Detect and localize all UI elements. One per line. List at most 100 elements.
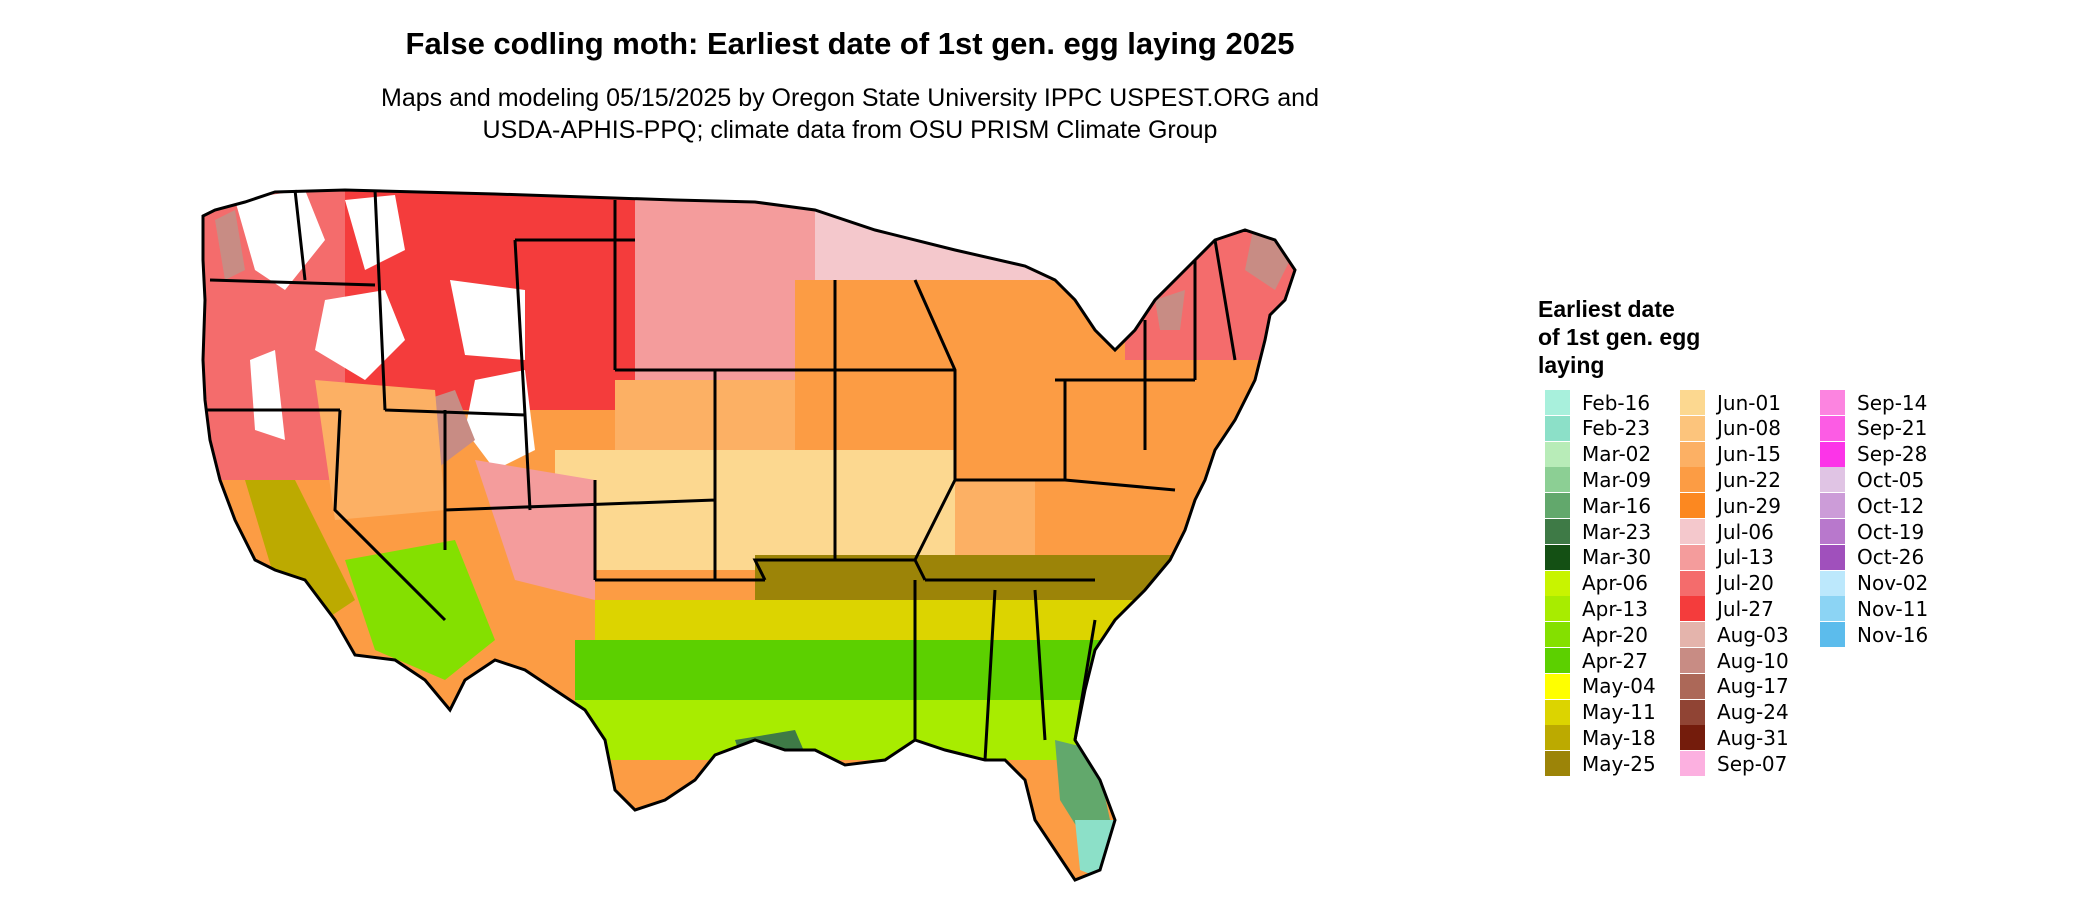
legend-item: Mar-23 [1545,519,1651,544]
legend-swatch [1680,725,1705,751]
legend-item: Jun-29 [1680,493,1781,519]
legend-swatch [1820,441,1845,467]
legend-swatch [1680,493,1705,519]
map-zone-west-texas [475,460,595,600]
legend-item: Oct-19 [1820,519,1924,544]
legend-swatch [1545,519,1570,544]
legend-item: Oct-05 [1820,467,1925,493]
legend-label: Jun-22 [1717,467,1781,492]
legend-item: Feb-23 [1545,415,1651,441]
legend-item: Jun-01 [1680,390,1781,415]
legend-label: Sep-28 [1857,442,1928,467]
legend-swatch [1545,596,1570,622]
legend-swatch [1545,725,1570,751]
legend-swatch [1545,544,1570,570]
legend-swatch [1680,441,1705,467]
legend-label: Aug-03 [1717,622,1789,647]
legend-swatch [1820,570,1845,596]
legend-swatch [1820,622,1845,648]
legend-label: Jul-06 [1717,519,1774,544]
legend-swatch [1680,648,1705,673]
legend-item: Aug-31 [1680,725,1789,751]
legend-item: Nov-02 [1820,570,1928,596]
legend-item: Mar-30 [1545,544,1652,570]
map-zone-no-development [235,190,535,470]
legend-swatch [1545,699,1570,725]
legend-label: Nov-11 [1857,596,1929,621]
legend-item: May-25 [1545,751,1656,777]
legend-swatch [1680,596,1705,622]
legend-swatch [1680,751,1705,777]
legend-item: Jul-27 [1680,596,1774,622]
legend-label: Oct-26 [1857,545,1925,570]
legend-label: Sep-14 [1857,390,1928,415]
legend-swatch [1680,415,1705,441]
legend-title-line-1: Earliest date [1538,296,1675,322]
legend-label: Jun-15 [1717,442,1781,467]
map-title: False codling moth: Earliest date of 1st… [405,26,1295,61]
legend-label: Oct-19 [1857,519,1925,544]
legend-item: Jun-22 [1680,467,1781,493]
legend-item: Jul-20 [1680,570,1774,596]
legend-item: Apr-06 [1545,570,1648,596]
legend-item: Mar-16 [1545,493,1652,519]
legend-swatch [1545,622,1570,648]
legend-swatch [1820,519,1845,544]
legend-label: Oct-12 [1857,493,1925,518]
legend-label: Apr-27 [1582,648,1648,673]
legend-label: May-18 [1582,725,1656,750]
legend-swatch [1680,622,1705,648]
legend-item: Sep-07 [1680,751,1787,777]
legend-swatch [1820,415,1845,441]
map-subtitle-line-2: USDA-APHIS-PPQ; climate data from OSU PR… [482,116,1218,144]
legend-item: Aug-10 [1680,648,1789,673]
legend-label: Jul-13 [1717,545,1774,570]
legend-label: May-11 [1582,700,1656,725]
legend-item: Mar-09 [1545,467,1652,493]
legend-item: Jun-08 [1680,415,1781,441]
map-subtitle-line-1: Maps and modeling 05/15/2025 by Oregon S… [381,84,1319,112]
legend-label: Jul-27 [1717,596,1774,621]
legend-swatch [1820,544,1845,570]
legend-label: Aug-31 [1717,725,1789,750]
legend-swatch [1820,493,1845,519]
legend-label: Apr-13 [1582,596,1648,621]
legend-label: Aug-10 [1717,648,1789,673]
legend-item: May-18 [1545,725,1656,751]
legend-label: Oct-05 [1857,467,1925,492]
legend-item: Apr-20 [1545,622,1648,648]
legend-label: Aug-24 [1717,700,1789,725]
legend-item: Jul-13 [1680,544,1774,570]
legend-swatch [1545,570,1570,596]
legend-label: Apr-20 [1582,622,1648,647]
legend-label: Aug-17 [1717,674,1789,699]
legend-item: Sep-28 [1820,441,1928,467]
legend-swatch [1680,390,1705,415]
legend-swatch [1680,544,1705,570]
legend-label: Jun-01 [1717,390,1781,415]
legend-item: Nov-11 [1820,596,1929,622]
map-zone-great-basin [315,380,445,520]
legend-label: Mar-30 [1582,545,1652,570]
legend-label: Jun-08 [1717,416,1781,441]
legend-label: Jun-29 [1717,493,1781,518]
legend-title-line-3: laying [1538,352,1605,378]
legend-item: Jul-06 [1680,519,1774,544]
legend-label: May-04 [1582,674,1656,699]
map-zone-desert-southwest [345,540,495,680]
legend-swatch [1820,467,1845,493]
legend-swatch [1680,699,1705,725]
legend-item: Nov-16 [1820,622,1929,648]
legend-item: Aug-24 [1680,699,1789,725]
legend-label: Mar-09 [1582,467,1652,492]
legend-label: Mar-16 [1582,493,1652,518]
map-zone-california-valley [245,480,355,620]
legend-swatch [1545,441,1570,467]
legend-label: Feb-23 [1582,416,1651,441]
legend-label: Feb-16 [1582,390,1651,415]
legend-label: Nov-16 [1857,622,1929,647]
legend-item: May-04 [1545,673,1656,699]
legend-swatch [1545,415,1570,441]
legend-item: Aug-03 [1680,622,1789,648]
legend-title-line-2: of 1st gen. egg [1538,324,1701,350]
